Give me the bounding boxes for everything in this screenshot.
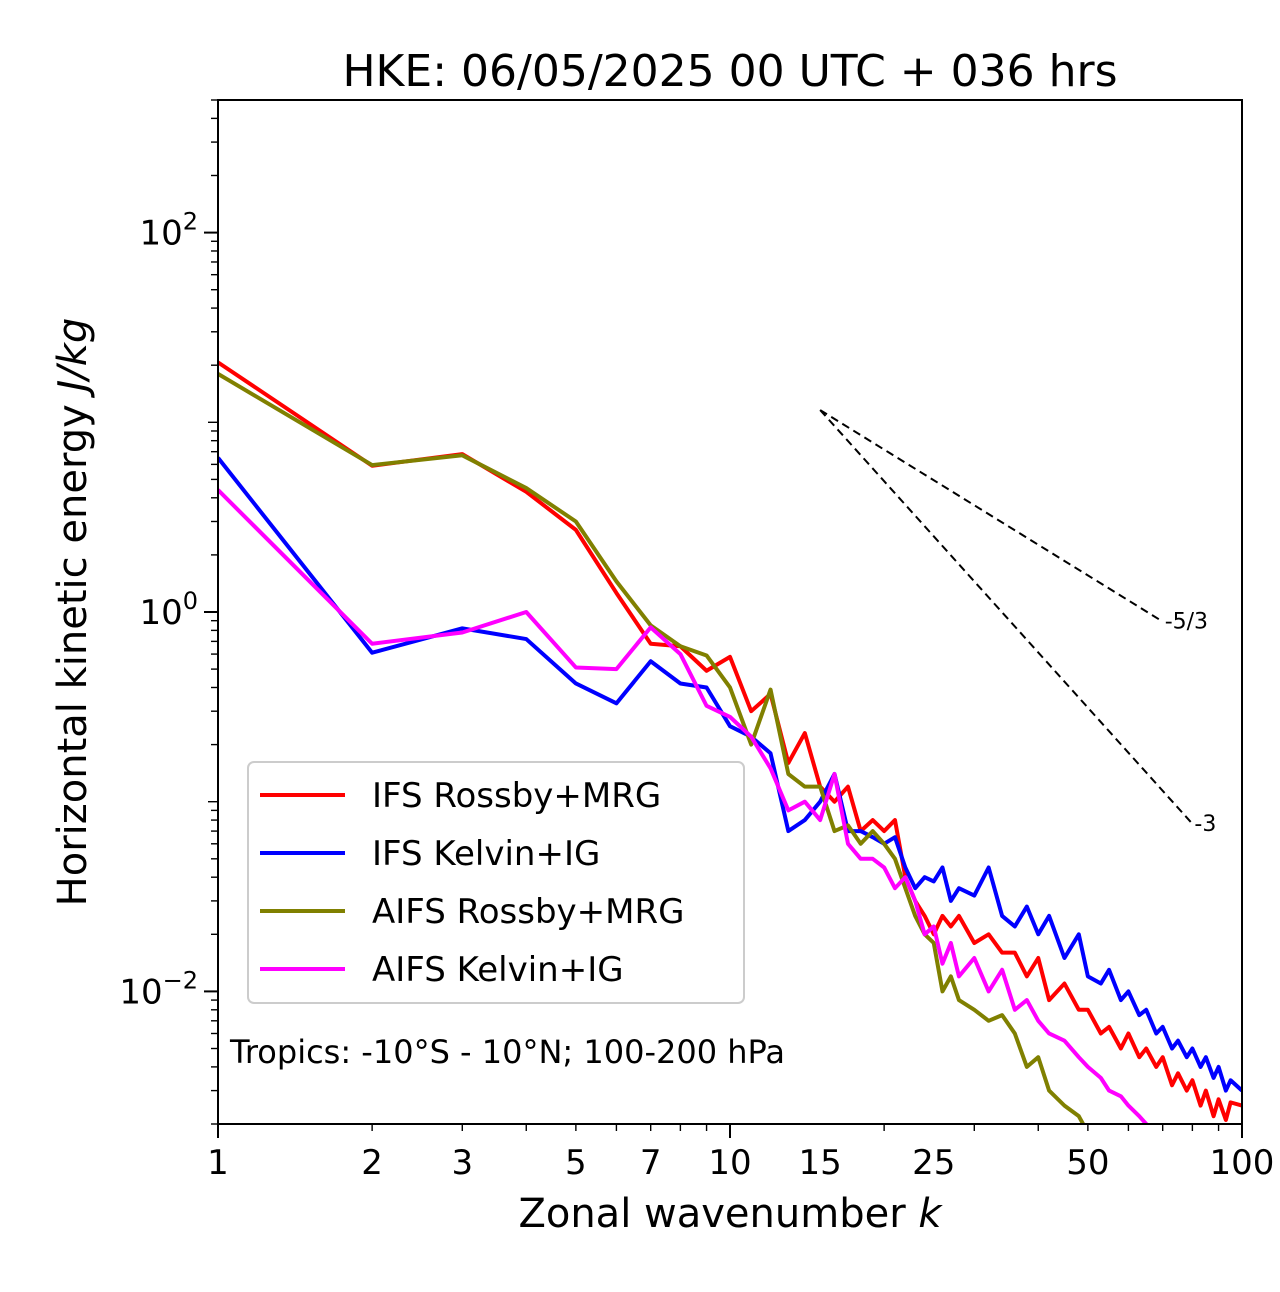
y-axis-label: Horizontal kinetic energy J/kg bbox=[50, 318, 96, 907]
x-tick-label: 1 bbox=[207, 1143, 229, 1183]
chart-title: HKE: 06/05/2025 00 UTC + 036 hrs bbox=[342, 46, 1117, 97]
x-axis-ticks: 1 2 3 5 7 10 15 25 50 100 bbox=[207, 1124, 1274, 1183]
series-line-3 bbox=[218, 372, 1086, 1124]
x-tick-label: 2 bbox=[361, 1143, 383, 1183]
series-line-4 bbox=[218, 488, 1149, 1124]
legend-frame bbox=[247, 761, 745, 1004]
legend-label-4: AIFS Kelvin+IG bbox=[372, 950, 624, 990]
x-tick-label: 10 bbox=[708, 1143, 751, 1183]
reference-slopes: -5/3 -3 bbox=[819, 409, 1216, 837]
reference-label-2: -3 bbox=[1194, 812, 1216, 837]
reference-line-2 bbox=[819, 409, 1194, 825]
series-layer bbox=[218, 360, 1242, 1124]
x-tick-label: 5 bbox=[565, 1143, 587, 1183]
y-tick-label: 100 bbox=[139, 587, 198, 633]
reference-label-1: -5/3 bbox=[1165, 610, 1208, 635]
y-tick-label: 10−2 bbox=[119, 966, 198, 1012]
legend-label-1: IFS Rossby+MRG bbox=[372, 776, 661, 816]
x-tick-label: 15 bbox=[799, 1143, 842, 1183]
y-axis-ticks: 10−2 100 102 bbox=[119, 99, 218, 1125]
region-annotation: Tropics: -10°S - 10°N; 100-200 hPa bbox=[229, 1033, 785, 1071]
legend: IFS Rossby+MRG IFS Kelvin+IG AIFS Rossby+M… bbox=[247, 761, 745, 1004]
y-tick-label: 102 bbox=[139, 208, 198, 254]
x-tick-label: 50 bbox=[1066, 1143, 1109, 1183]
x-tick-label: 100 bbox=[1210, 1143, 1275, 1183]
x-tick-label: 7 bbox=[640, 1143, 662, 1183]
series-line-1 bbox=[218, 360, 1242, 1122]
series-line-2 bbox=[218, 456, 1242, 1093]
x-axis-label: Zonal wavenumber k bbox=[518, 1191, 943, 1237]
reference-line-1 bbox=[819, 409, 1164, 623]
x-tick-label: 3 bbox=[451, 1143, 473, 1183]
legend-label-2: IFS Kelvin+IG bbox=[372, 834, 600, 874]
legend-label-3: AIFS Rossby+MRG bbox=[372, 892, 684, 932]
x-tick-label: 25 bbox=[912, 1143, 955, 1183]
